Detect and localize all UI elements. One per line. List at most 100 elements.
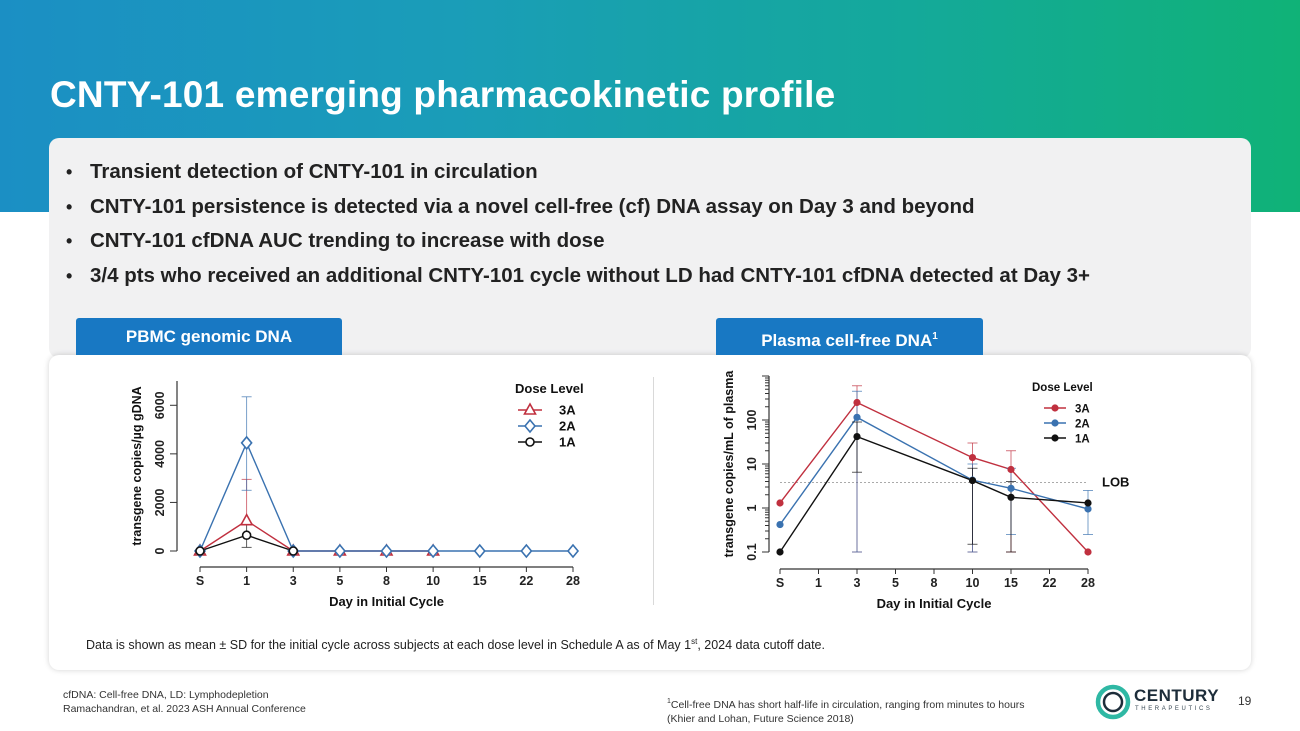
x-axis-label: Day in Initial Cycle [329, 594, 444, 609]
tab-plasma-cell-free-dna: Plasma cell-free DNA1 [716, 318, 983, 355]
x-axis-label: Day in Initial Cycle [877, 596, 992, 611]
data-point [566, 543, 580, 559]
footnote-marker: 1 [667, 698, 671, 705]
data-point [333, 543, 346, 559]
footnote-cfdna: Cell-free DNA has short half-life in cir… [670, 699, 1025, 711]
y-tick-label: 2000 [153, 488, 167, 516]
bullet-item: CNTY-101 persistence is detected via a n… [66, 193, 1090, 228]
data-point [1051, 419, 1059, 427]
data-point [1051, 404, 1059, 412]
legend-label: 1A [1075, 434, 1090, 446]
note-text: Data is shown as mean ± SD for the initi… [86, 638, 692, 652]
x-tick-label: 15 [473, 574, 487, 588]
x-tick-label: 5 [892, 576, 899, 590]
data-point [776, 499, 784, 507]
x-tick-label: S [776, 576, 784, 590]
century-logo: CENTURY THERAPEUTICS [1095, 684, 1235, 722]
legend-title: Dose Level [1032, 382, 1093, 394]
slide-title: CNTY-101 emerging pharmacokinetic profil… [50, 74, 836, 115]
legend-label: 3A [559, 403, 576, 418]
data-point [473, 543, 486, 559]
data-point [239, 512, 254, 526]
data-point [1007, 465, 1015, 474]
legend-label: 2A [559, 419, 576, 434]
y-tick-label: 10 [745, 457, 759, 471]
data-point [1051, 434, 1059, 442]
tab-label: Plasma cell-free DNA [761, 331, 933, 350]
x-tick-label: S [196, 574, 204, 588]
data-point [968, 476, 977, 485]
data-point [427, 543, 440, 559]
x-tick-label: 28 [1081, 576, 1095, 590]
page-number: 19 [1238, 694, 1252, 708]
data-point [1084, 505, 1092, 513]
x-tick-label: 28 [566, 574, 580, 588]
data-point [523, 402, 537, 415]
data-point [520, 543, 533, 559]
reference-line-label: LOB [1102, 474, 1129, 489]
chart-divider [653, 377, 654, 605]
note-text-end: , 2024 data cutoff date. [697, 638, 825, 652]
x-tick-label: 10 [426, 574, 440, 588]
data-note: Data is shown as mean ± SD for the initi… [86, 637, 825, 652]
x-tick-label: 3 [290, 574, 297, 588]
x-tick-label: 8 [931, 576, 938, 590]
data-point [241, 530, 252, 541]
x-tick-label: 5 [336, 574, 343, 588]
bullet-item: CNTY-101 cfDNA AUC trending to increase … [66, 227, 1090, 262]
footnote-reference: Ramachandran, et al. 2023 ASH Annual Con… [63, 702, 306, 715]
data-point [776, 520, 784, 529]
data-point [240, 435, 253, 451]
data-point [853, 398, 861, 407]
series-line-3A [779, 401, 1089, 553]
series-line-2A [199, 441, 573, 552]
series-line-2A [779, 416, 1089, 525]
x-tick-label: 10 [966, 576, 980, 590]
y-tick-label: 0 [153, 547, 167, 554]
data-point [853, 432, 861, 441]
logo-wordmark: CENTURY [1134, 686, 1220, 705]
y-tick-label: 100 [745, 410, 759, 431]
x-tick-label: 22 [519, 574, 533, 588]
century-ring-icon [1095, 684, 1131, 720]
bullet-list: Transient detection of CNTY-101 in circu… [66, 158, 1090, 296]
data-point [1084, 499, 1092, 507]
legend-title: Dose Level [515, 381, 584, 396]
y-tick-label: 0.1 [745, 543, 759, 560]
data-point [853, 413, 861, 421]
pbmc-line-chart: 0 2000 4000 6000 transgene copies/µg gDNA S 1 3… [130, 381, 584, 609]
data-point [380, 543, 393, 559]
data-point [776, 548, 784, 556]
x-tick-label: 1 [815, 576, 822, 590]
y-tick-label: 6000 [153, 391, 167, 419]
x-tick-label: 15 [1004, 576, 1018, 590]
bullet-item: 3/4 pts who received an additional CNTY-… [66, 262, 1090, 297]
legend-label: 1A [559, 435, 576, 450]
legend-label: 2A [1075, 419, 1090, 431]
legend-label: 3A [1075, 404, 1090, 416]
footnote-left: cfDNA: Cell-free DNA, LD: Lymphodepletio… [63, 689, 306, 716]
x-tick-label: 1 [243, 574, 250, 588]
x-tick-label: 8 [383, 574, 390, 588]
plasma-log-line-chart: 0.1 1 10 100 transgene copies/mL of plasma S 1… [722, 370, 1129, 611]
bullet-item: Transient detection of CNTY-101 in circu… [66, 158, 1090, 193]
tab-pbmc-genomic-dna: PBMC genomic DNA [76, 318, 342, 355]
data-point [968, 453, 977, 462]
data-point [1007, 484, 1015, 492]
tab-label: PBMC genomic DNA [125, 327, 293, 346]
data-point [1007, 493, 1015, 501]
data-point [195, 546, 205, 556]
footnote-citation: (Khier and Lohan, Future Science 2018) [667, 713, 854, 725]
data-point [523, 418, 537, 434]
data-point [525, 437, 535, 447]
y-axis-label: transgene copies/µg gDNA [130, 386, 144, 545]
x-tick-label: 22 [1043, 576, 1057, 590]
note-superscript: st [691, 637, 698, 646]
tab-superscript: 1 [932, 331, 938, 342]
y-tick-label: 4000 [153, 440, 167, 468]
series-line-3A [199, 519, 434, 552]
data-point [288, 546, 299, 556]
x-tick-label: 3 [854, 576, 861, 590]
footnote-right: 1Cell-free DNA has short half-life in ci… [667, 695, 1025, 726]
footnote-abbreviations: cfDNA: Cell-free DNA, LD: Lymphodepletio… [63, 689, 269, 701]
